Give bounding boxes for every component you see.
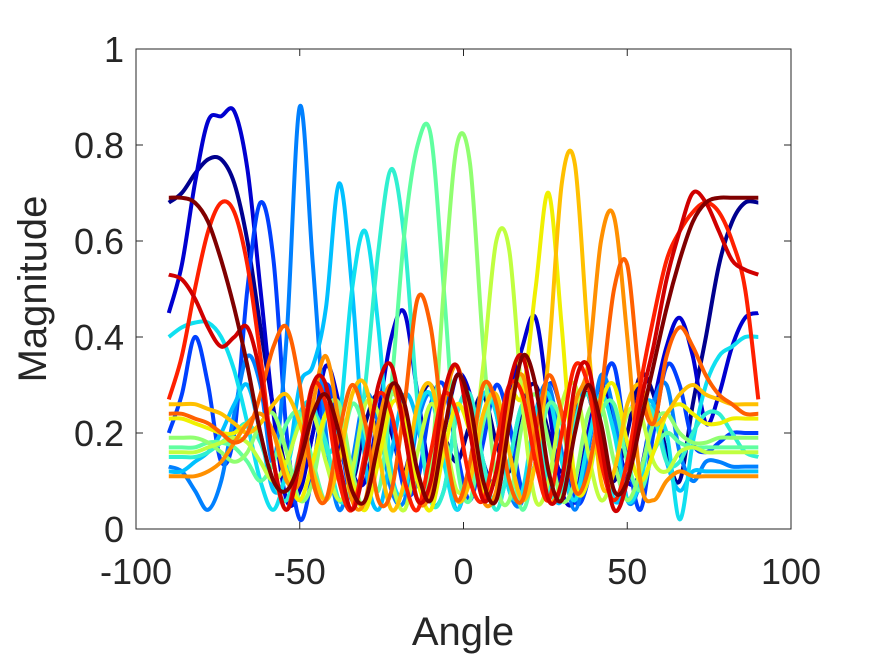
series-line-14	[168, 256, 759, 509]
series-line-17	[168, 195, 759, 506]
y-tick-label: 1	[104, 29, 124, 70]
series-line-16	[168, 189, 759, 514]
tick-layer: -100 -50 0 50 100 0 0.2 0.4 0.6 0.8 1	[74, 29, 821, 592]
y-tick-label: 0	[104, 509, 124, 550]
y-axis-label: Magnitude	[11, 196, 55, 383]
series-layer	[166, 103, 761, 523]
x-tick-label: 50	[607, 551, 647, 592]
x-tick-label: 100	[761, 551, 821, 592]
y-tick-label: 0.8	[74, 125, 124, 166]
y-tick-label: 0.4	[74, 317, 124, 358]
x-axis-label: Angle	[412, 610, 514, 654]
y-tick-label: 0.6	[74, 221, 124, 262]
x-tick-label: -50	[274, 551, 326, 592]
y-tick-label: 0.2	[74, 413, 124, 454]
x-tick-label: -100	[100, 551, 172, 592]
x-tick-label: 0	[453, 551, 473, 592]
